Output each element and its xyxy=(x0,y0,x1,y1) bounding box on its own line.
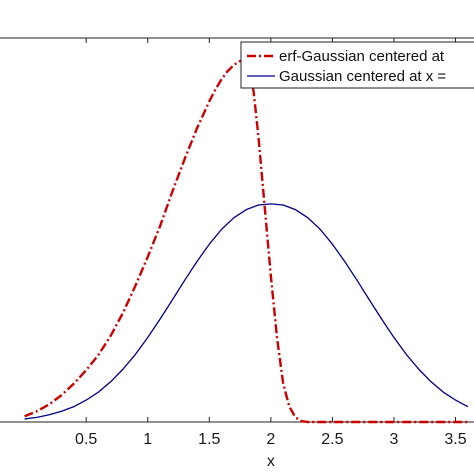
x-tick-label: 3 xyxy=(390,431,399,448)
x-tick-label: 1 xyxy=(143,431,152,448)
series-line-1 xyxy=(24,59,468,424)
series-line-2 xyxy=(24,203,469,420)
series-layer xyxy=(24,59,469,424)
x-tick-label: 3.5 xyxy=(444,431,466,448)
x-tick-label: 2.5 xyxy=(321,431,343,448)
x-ticks: 0.5 1 1.5 2 2.5 3 3.5 xyxy=(75,38,467,448)
legend-box xyxy=(240,41,474,89)
legend: erf-Gaussian centered at Gaussian centere… xyxy=(240,41,474,89)
x-tick-label: 1.5 xyxy=(198,431,220,448)
legend-entry-label: erf-Gaussian centered at xyxy=(279,48,445,65)
legend-entry-label: Gaussian centered at x = xyxy=(279,68,446,85)
axes-frame xyxy=(0,37,474,423)
x-tick-label: 0.5 xyxy=(75,431,97,448)
x-axis-label: x xyxy=(267,453,275,470)
x-tick-label: 2 xyxy=(266,431,275,448)
